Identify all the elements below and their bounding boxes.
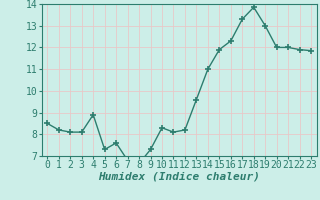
X-axis label: Humidex (Indice chaleur): Humidex (Indice chaleur) xyxy=(98,172,260,182)
